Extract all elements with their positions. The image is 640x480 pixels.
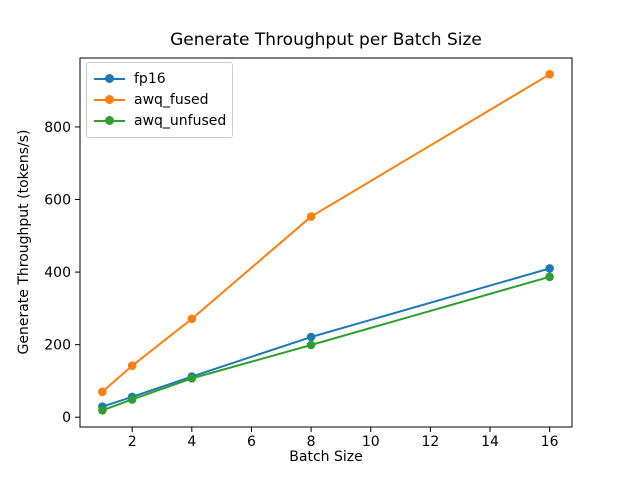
data-point-awq_fused bbox=[545, 70, 554, 79]
data-point-fp16 bbox=[545, 264, 554, 273]
y-tick-label: 0 bbox=[62, 410, 71, 426]
data-point-awq_unfused bbox=[187, 374, 197, 383]
data-point-awq_fused bbox=[187, 314, 197, 324]
legend: fp16 awq_fused awq_unfused bbox=[86, 62, 233, 138]
legend-line-marker-icon bbox=[94, 95, 125, 104]
axes-frame bbox=[79, 57, 573, 428]
x-tick-label: 4 bbox=[187, 434, 196, 450]
legend-item-awq-fused: awq_fused bbox=[94, 89, 224, 110]
y-tick-label: 600 bbox=[44, 193, 71, 209]
legend-line-marker-icon bbox=[94, 116, 125, 125]
legend-label-fp16: fp16 bbox=[134, 70, 166, 87]
y-tick-label: 800 bbox=[44, 120, 71, 136]
x-tick-label: 8 bbox=[307, 434, 316, 450]
series-line-awq_unfused bbox=[101, 275, 551, 412]
legend-item-fp16: fp16 bbox=[94, 68, 224, 89]
x-tick-label: 6 bbox=[247, 434, 256, 450]
y-tick-label: 200 bbox=[44, 338, 71, 354]
data-point-awq_fused bbox=[306, 212, 316, 221]
x-axis-label: Batch Size bbox=[289, 449, 362, 465]
legend-dot-icon bbox=[105, 74, 114, 83]
data-point-fp16 bbox=[306, 332, 316, 342]
data-point-awq_fused bbox=[98, 387, 107, 397]
data-point-awq_fused bbox=[127, 361, 137, 370]
chart-title: Generate Throughput per Batch Size bbox=[170, 30, 482, 50]
data-point-awq_unfused bbox=[306, 340, 316, 350]
legend-dot-icon bbox=[105, 116, 114, 125]
x-tick-label: 10 bbox=[362, 434, 380, 450]
legend-dot-icon bbox=[105, 95, 114, 104]
x-tick-label: 12 bbox=[421, 434, 439, 450]
x-tick-label: 14 bbox=[481, 434, 499, 450]
legend-label-awq-unfused: awq_unfused bbox=[134, 112, 227, 129]
y-axis-label: Generate Throughput (tokens/s) bbox=[16, 130, 32, 355]
x-tick-label: 2 bbox=[128, 434, 137, 450]
legend-item-awq-unfused: awq_unfused bbox=[94, 110, 227, 131]
legend-label-awq-fused: awq_fused bbox=[134, 91, 209, 108]
x-tick-label: 16 bbox=[541, 434, 559, 450]
data-point-awq_unfused bbox=[127, 395, 137, 404]
data-point-awq_unfused bbox=[545, 272, 554, 282]
legend-line-marker-icon bbox=[94, 74, 125, 83]
plot-area: 2 4 6 8 10 12 14 16 0 200 400 600 800 bbox=[44, 57, 573, 450]
y-tick-label: 400 bbox=[44, 265, 71, 281]
data-point-awq_unfused bbox=[98, 406, 107, 415]
